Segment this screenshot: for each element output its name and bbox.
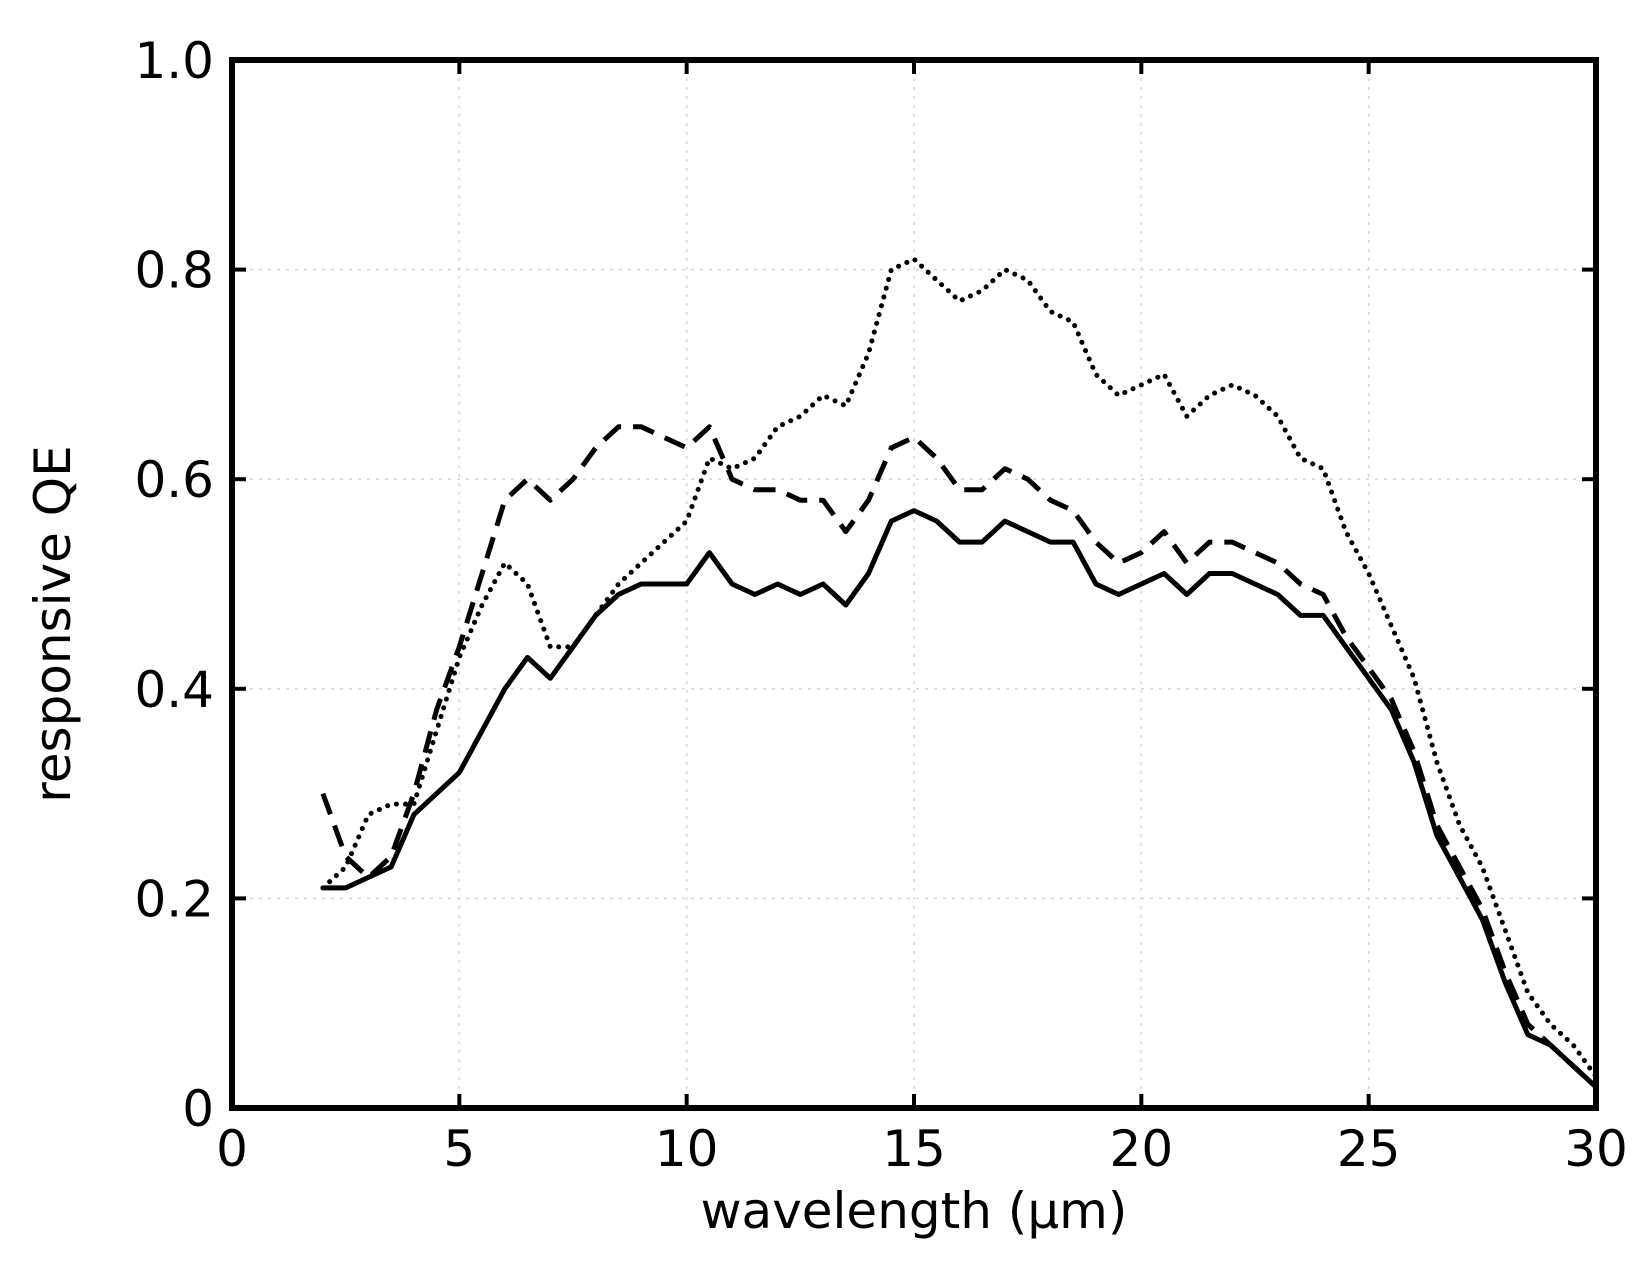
x-tick-label: 20 — [1110, 1120, 1174, 1178]
y-axis-title: responsive QE — [24, 445, 82, 802]
series-lines — [320, 256, 1599, 1089]
y-tick-label: 0 — [182, 1080, 214, 1138]
x-tick-label: 25 — [1337, 1120, 1401, 1178]
x-axis-title: wavelength (μm) — [701, 1182, 1128, 1240]
y-tick-label: 0.2 — [134, 870, 214, 928]
x-tick-label: 30 — [1564, 1120, 1628, 1178]
x-tick-label: 15 — [882, 1120, 946, 1178]
y-tick-label: 0.4 — [134, 661, 214, 719]
grid-lines — [232, 60, 1596, 1108]
y-tick-label: 1.0 — [134, 32, 214, 90]
series-line-dashed — [320, 424, 1598, 1089]
y-tick-labels: 0 0.2 0.4 0.6 0.8 1.0 — [134, 32, 214, 1138]
y-tick-label: 0.8 — [134, 242, 214, 300]
x-tick-label: 10 — [655, 1120, 719, 1178]
y-tick-label: 0.6 — [134, 451, 214, 509]
x-tick-label: 5 — [443, 1120, 475, 1178]
tick-marks — [230, 58, 1598, 1110]
series-line-solid — [322, 508, 1598, 1089]
x-tick-labels: 0 5 10 15 20 25 30 — [216, 1120, 1628, 1178]
series-line-dotted — [320, 256, 1599, 1080]
x-tick-label: 0 — [216, 1120, 248, 1178]
